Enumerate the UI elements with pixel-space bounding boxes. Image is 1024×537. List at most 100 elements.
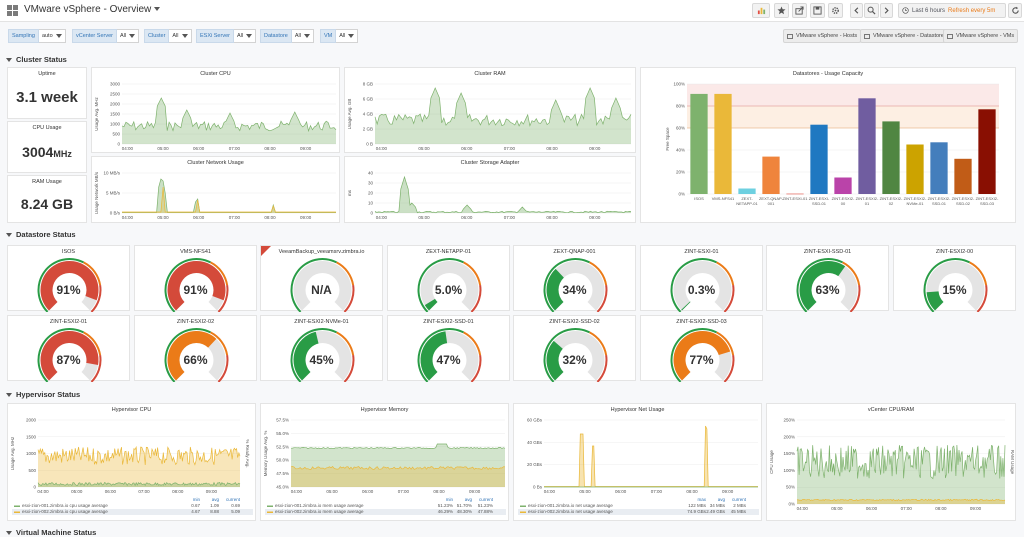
gauge-value: 0.3% — [687, 283, 716, 297]
add-panel-button[interactable] — [752, 3, 770, 18]
bar-zint-esxi2-00 — [834, 177, 852, 194]
refresh-button[interactable] — [1008, 3, 1022, 18]
gauge-threshold-orange — [83, 331, 102, 356]
cluster-cpu-chart[interactable]: 3000 2500 2000 1500 1000 500 004:00 05:00 06:00 0… — [92, 68, 341, 154]
panel-title: RAM Usage — [32, 179, 62, 185]
axis-tick-label: 05:00 — [326, 489, 338, 494]
gauge-title: ZINT-ESXI2-NVMe-01 — [294, 319, 349, 325]
axis-tick-label: 07:00 — [651, 489, 663, 494]
variable-esxi-server[interactable]: ESXi Server All — [196, 29, 257, 43]
gauge-background — [420, 261, 479, 311]
chevron-down-icon — [6, 232, 12, 237]
gauge-threshold-orange — [336, 261, 355, 286]
cluster-storage-chart[interactable]: 40 30 20 10 004:00 05:00 06:00 07:00 08:00 09:00 m… — [345, 157, 637, 224]
axis-tick-label: 09:00 — [300, 215, 312, 220]
bar-zint-esxi2-01 — [858, 98, 876, 194]
row-cluster-status[interactable]: Cluster Status — [6, 55, 67, 64]
vcenter-ram-line — [796, 498, 1006, 502]
variable-cluster[interactable]: Cluster All — [144, 29, 192, 43]
legend-swatch — [267, 511, 273, 513]
gauge-title: ISOS — [61, 249, 76, 255]
variable-vcenter-server[interactable]: vCenter Server All — [72, 29, 140, 43]
link-vsphere-vms[interactable]: VMware vSphere - VMs — [943, 29, 1019, 43]
gauge-panel: ZINT-ESXI2-00 15% — [893, 245, 1016, 312]
dashboards-grid-icon[interactable] — [7, 5, 18, 16]
legend-value: 47.88% — [478, 509, 493, 514]
mem-esxi-001-area — [291, 444, 505, 487]
bar-category-label: SSD-03 — [980, 201, 995, 206]
variable-value[interactable]: All — [233, 29, 257, 43]
bar-zint-esxi2-ssd-01 — [930, 142, 948, 194]
row-vm-status[interactable]: Virtual Machine Status — [6, 528, 96, 537]
axis-tick-label: 1000 — [110, 122, 121, 127]
axis-tick-label: 08:00 — [686, 489, 698, 494]
link-vsphere-datastore[interactable]: VMware vSphere - Datastore — [860, 29, 948, 43]
save-button[interactable] — [810, 3, 825, 18]
cluster-ram-chart[interactable]: 8 GB 6 GB 4 GB 2 GB 0 B04:00 05:00 06:00 07:00 0… — [345, 68, 637, 154]
refresh-icon — [1011, 6, 1019, 14]
legend-header: max — [697, 497, 706, 502]
axis-tick-label: 04:00 — [376, 215, 388, 220]
gauge-threshold-red — [849, 284, 861, 312]
axis-tick-label: 10 MB/s — [103, 171, 120, 176]
axis-tick-label: 80% — [676, 104, 685, 109]
bar-category-label: VMS-NFS41 — [712, 196, 735, 201]
zoom-out-button[interactable] — [864, 3, 879, 18]
gauge-chart — [670, 258, 735, 312]
hypervisor-cpu-chart[interactable]: 2000 1500 1000 500 004:00 05:00 06:00 07:00 08:0… — [8, 404, 257, 522]
axis-tick-label: 05:00 — [157, 146, 169, 151]
axis-label: Free Space — [665, 127, 670, 151]
axis-tick-label: 8 GB — [363, 82, 373, 87]
time-forward-button[interactable] — [880, 3, 893, 18]
gauge-threshold-red — [976, 284, 988, 312]
time-picker[interactable]: Last 6 hours Refresh every 5m — [898, 3, 1006, 18]
refresh-interval-label: Refresh every 5m — [948, 7, 996, 14]
gauge-fill — [424, 298, 438, 311]
variable-value[interactable]: All — [169, 29, 192, 43]
legend-value: 8.88 — [210, 509, 219, 514]
hypervisor-memory-chart[interactable]: 57.5% 55.0% 52.5% 50.0% 47.5% 45.0%04:00 05:00… — [261, 404, 510, 522]
net-series-1-area — [122, 179, 336, 213]
gauge-value: 15% — [942, 283, 967, 297]
panel-title: Cluster Network Usage — [187, 160, 244, 166]
axis-tick-label: 08:00 — [264, 146, 276, 151]
gauge-panel: VeeamBackup_veeamsrv.zimbra.io N/A — [260, 245, 383, 312]
link-vsphere-hosts[interactable]: VMware vSphere - Hosts — [783, 29, 862, 43]
dashboard-title[interactable]: VMware vSphere - Overview — [24, 4, 161, 15]
axis-tick-label: 2 GB — [363, 127, 373, 132]
legend-value: 4.67 — [191, 509, 200, 514]
variable-sampling[interactable]: Sampling auto — [8, 29, 66, 43]
variable-value[interactable]: All — [336, 29, 359, 43]
bar-zext-qnap-001 — [762, 156, 780, 194]
axis-tick-label: 08:00 — [546, 215, 558, 220]
dashboard-link-icon — [947, 33, 953, 39]
gauge-fill — [420, 331, 448, 381]
vcenter-cpu-ram-chart[interactable]: 250% 200% 150% 100% 50% 0%04:00 05:00 06:00 07:0… — [767, 404, 1017, 522]
variable-vm[interactable]: VM All — [320, 29, 359, 43]
legend-value: 5.09 — [231, 509, 240, 514]
star-button[interactable] — [774, 3, 789, 18]
settings-button[interactable] — [828, 3, 843, 18]
cluster-network-chart[interactable]: 10 MB/s 5 MB/s 0 B/s04:00 05:00 06:00 07:00 08… — [92, 157, 341, 224]
search-icon — [867, 6, 876, 15]
gauge-chart — [543, 258, 608, 312]
gauge-title: ZINT-ESXI-SSD-01 — [803, 249, 852, 255]
axis-label: % Ready Avg. — [245, 439, 250, 467]
variable-value[interactable]: auto — [38, 29, 66, 43]
bar-category-label: NETAPP-01 — [736, 201, 758, 206]
row-datastore-status[interactable]: Datastore Status — [6, 230, 76, 239]
datastore-usage-bar-chart[interactable]: 100% 80% 60% 40% 20% 0% Free Space ISOS VMS-NFS4… — [641, 68, 1017, 224]
bar-category-label: 01 — [865, 201, 870, 206]
share-button[interactable] — [792, 3, 807, 18]
chevron-down-icon — [6, 57, 12, 62]
variable-datastore[interactable]: Datastore All — [260, 29, 314, 43]
row-hypervisor-status[interactable]: Hypervisor Status — [6, 390, 80, 399]
ram-usage-value: 8.24 GB — [20, 196, 74, 212]
variable-value[interactable]: All — [291, 29, 314, 43]
top-navbar: VMware vSphere - Overview Last 6 hours R… — [0, 0, 1024, 22]
net-series-2-area — [122, 187, 336, 213]
time-back-button[interactable] — [850, 3, 863, 18]
axis-tick-label: 10 — [368, 201, 374, 206]
variable-value[interactable]: All — [117, 29, 140, 43]
